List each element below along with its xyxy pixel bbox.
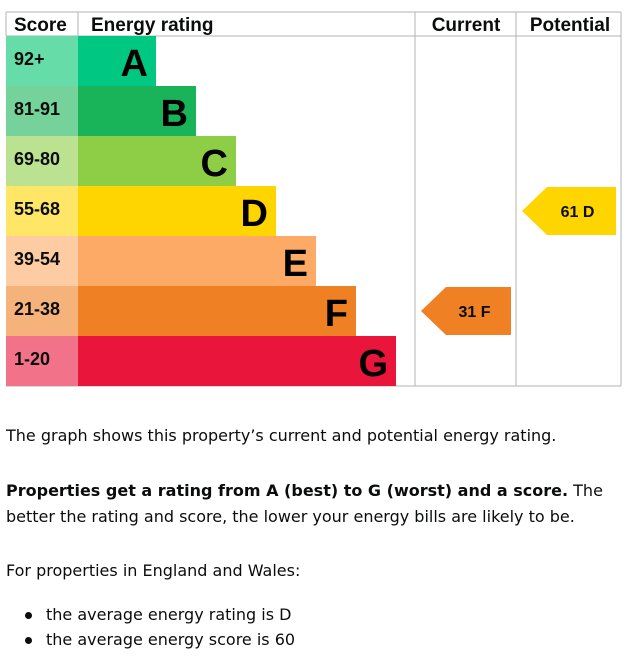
current-rating-marker-label: 31 F: [458, 304, 490, 321]
score-range-a: 92+: [14, 49, 45, 69]
band-g: 1-20 G: [6, 336, 396, 386]
potential-rating-marker: 61 D: [522, 187, 616, 235]
intro-text: The graph shows this property’s current …: [6, 426, 557, 445]
rating-bar-c: [78, 136, 236, 186]
score-column-header: Score: [14, 15, 67, 36]
band-a: 92+ A: [6, 36, 156, 86]
band-b: 81-91 B: [6, 86, 196, 136]
rating-letter-c: C: [201, 143, 228, 185]
rating-explanation-bold: Properties get a rating from A (best) to…: [6, 481, 569, 500]
energy-rating-column-header: Energy rating: [91, 15, 213, 36]
score-cell-c: [6, 136, 78, 186]
rating-bar-d: [78, 186, 276, 236]
score-cell-e: [6, 236, 78, 286]
rating-letter-d: D: [241, 193, 268, 235]
rating-letter-e: E: [283, 243, 308, 285]
current-rating-marker-arrow: [421, 287, 511, 335]
band-d: 55-68 D: [6, 186, 276, 236]
rating-bar-g: [78, 336, 396, 386]
rating-bar-f: [78, 286, 356, 336]
rating-bands: 92+ A 81-91 B 69-80 C 55-68 D 39-54 E 21-38 F 1-20 G: [6, 36, 396, 386]
rating-letter-g: G: [358, 343, 388, 385]
score-range-g: 1-20: [14, 349, 50, 369]
score-range-d: 55-68: [14, 199, 60, 219]
score-cell-d: [6, 186, 78, 236]
list-item: the average energy score is 60: [22, 627, 295, 652]
energy-rating-chart: Score Energy rating Current Potential 92…: [5, 11, 622, 387]
region-text: For properties in England and Wales:: [6, 561, 301, 580]
band-c: 69-80 C: [6, 136, 236, 186]
rating-markers: 31 F 61 D: [421, 187, 616, 335]
current-rating-marker: 31 F: [421, 287, 511, 335]
score-cell-f: [6, 286, 78, 336]
potential-column-header: Potential: [530, 15, 610, 36]
rating-letter-f: F: [325, 293, 348, 335]
list-item: the average energy rating is D: [22, 602, 295, 627]
score-range-e: 39-54: [14, 249, 60, 269]
score-range-c: 69-80: [14, 149, 60, 169]
potential-rating-marker-arrow: [522, 187, 616, 235]
rating-bar-a: [78, 36, 156, 86]
rating-bar-e: [78, 236, 316, 286]
band-e: 39-54 E: [6, 236, 316, 286]
score-cell-b: [6, 86, 78, 136]
current-column-header: Current: [432, 15, 501, 36]
rating-letter-a: A: [121, 43, 148, 85]
band-f: 21-38 F: [6, 286, 356, 336]
score-range-b: 81-91: [14, 99, 60, 119]
potential-rating-marker-label: 61 D: [561, 204, 595, 221]
rating-explanation: Properties get a rating from A (best) to…: [6, 478, 621, 530]
rating-bar-b: [78, 86, 196, 136]
score-range-f: 21-38: [14, 299, 60, 319]
rating-letter-b: B: [161, 93, 188, 135]
score-cell-g: [6, 336, 78, 386]
score-cell-a: [6, 36, 78, 86]
rating-explanation-rest: The better the rating and score, the low…: [6, 481, 603, 526]
averages-list: the average energy rating is D the avera…: [22, 602, 295, 652]
